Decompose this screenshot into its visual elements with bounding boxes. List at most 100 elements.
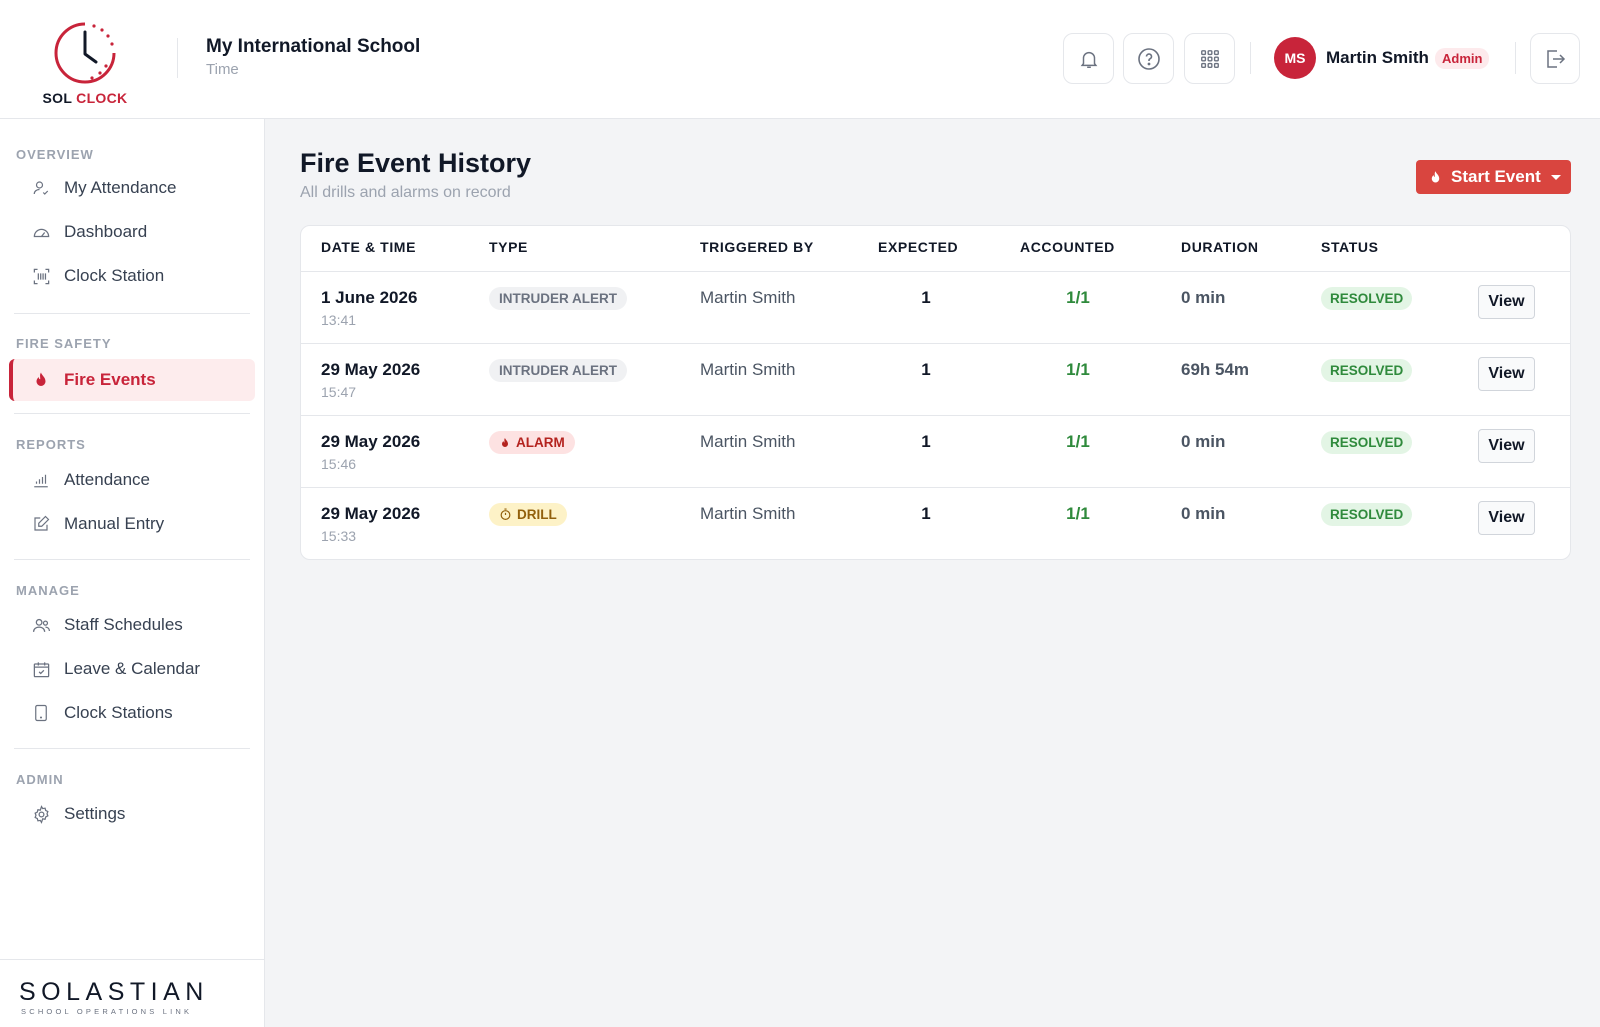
- status-badge: RESOLVED: [1321, 503, 1413, 526]
- school-name: My International School: [206, 36, 421, 57]
- sidebar-item-staff-schedules[interactable]: Staff Schedules: [9, 604, 255, 646]
- edit-icon: [31, 514, 51, 534]
- section-label-admin: ADMIN: [16, 772, 64, 787]
- start-event-button[interactable]: Start Event: [1416, 160, 1571, 194]
- sidebar-divider: [14, 413, 250, 414]
- section-label-overview: OVERVIEW: [16, 147, 94, 162]
- event-time: 15:33: [321, 528, 357, 544]
- sidebar-divider: [14, 313, 250, 314]
- event-time: 13:41: [321, 312, 357, 328]
- sidebar-divider: [14, 559, 250, 560]
- flame-icon: [1431, 170, 1440, 182]
- accounted-count: 1/1: [1066, 288, 1090, 307]
- event-time: 15:47: [321, 384, 357, 400]
- expected-count: 1: [921, 432, 931, 451]
- header-divider: [301, 271, 1570, 272]
- duration: 0 min: [1181, 288, 1226, 307]
- table-row: 1 June 2026 13:41 INTRUDER ALERT Martin …: [301, 272, 1570, 344]
- column-header-accounted[interactable]: ACCOUNTED: [1020, 239, 1115, 255]
- sidebar-item-dashboard[interactable]: Dashboard: [9, 211, 255, 253]
- fire-events-table: DATE & TIME TYPE TRIGGERED BY EXPECTED A…: [300, 225, 1571, 560]
- chevron-down-icon: [1550, 174, 1561, 180]
- section-label-manage: MANAGE: [16, 583, 80, 598]
- sidebar-item-clock-stations[interactable]: Clock Stations: [9, 692, 255, 734]
- view-button[interactable]: View: [1478, 501, 1535, 535]
- notifications-button[interactable]: [1063, 33, 1114, 84]
- event-time: 15:46: [321, 456, 357, 472]
- header-divider: [177, 38, 178, 78]
- sol-clock-logo[interactable]: SOL CLOCK: [40, 20, 130, 108]
- event-date: 29 May 2026: [321, 360, 421, 379]
- column-header-triggered-by[interactable]: TRIGGERED BY: [700, 239, 814, 255]
- sidebar-item-my-attendance[interactable]: My Attendance: [9, 167, 255, 209]
- accounted-count: 1/1: [1066, 360, 1090, 379]
- type-badge: INTRUDER ALERT: [489, 359, 627, 382]
- logout-icon: [1547, 49, 1566, 68]
- user-name: Martin Smith: [1326, 48, 1429, 67]
- triggered-by: Martin Smith: [700, 432, 796, 451]
- duration: 0 min: [1181, 432, 1226, 451]
- row-divider: [301, 343, 1570, 344]
- column-header-date[interactable]: DATE & TIME: [321, 239, 417, 255]
- column-header-status[interactable]: STATUS: [1321, 239, 1379, 255]
- table-row: 29 May 2026 15:47 INTRUDER ALERT Martin …: [301, 344, 1570, 416]
- accounted-count: 1/1: [1066, 504, 1090, 523]
- view-button[interactable]: View: [1478, 285, 1535, 319]
- duration: 69h 54m: [1181, 360, 1250, 379]
- bar-chart-icon: [31, 470, 51, 490]
- sidebar-item-attendance[interactable]: Attendance: [9, 459, 255, 501]
- clock-logo-icon: [54, 22, 116, 84]
- page-subtitle: All drills and alarms on record: [300, 184, 511, 201]
- event-date: 29 May 2026: [321, 504, 421, 523]
- event-date: 29 May 2026: [321, 432, 421, 451]
- section-label-reports: REPORTS: [16, 437, 86, 452]
- view-button[interactable]: View: [1478, 429, 1535, 463]
- gear-icon: [31, 804, 51, 824]
- flame-icon: [502, 437, 508, 447]
- user-avatar[interactable]: MS: [1274, 37, 1316, 79]
- expected-count: 1: [921, 504, 931, 523]
- sidebar-item-clock-station[interactable]: Clock Station: [9, 255, 255, 297]
- apps-button[interactable]: [1184, 33, 1235, 84]
- flame-icon: [31, 370, 51, 390]
- stopwatch-icon: [500, 508, 511, 520]
- user-check-icon: [31, 178, 51, 198]
- row-divider: [301, 487, 1570, 488]
- header-separator: [1515, 42, 1516, 74]
- expected-count: 1: [921, 360, 931, 379]
- triggered-by: Martin Smith: [700, 504, 796, 523]
- event-date: 1 June 2026: [321, 288, 418, 307]
- brand-tagline: SCHOOL OPERATIONS LINK: [21, 1007, 193, 1016]
- header-separator: [1250, 42, 1251, 74]
- app-module-label: Time: [206, 61, 239, 78]
- sidebar-item-manual-entry[interactable]: Manual Entry: [9, 503, 255, 545]
- view-button[interactable]: View: [1478, 357, 1535, 391]
- solastian-brand: SOLASTIAN: [19, 978, 209, 1006]
- column-header-expected[interactable]: EXPECTED: [878, 239, 959, 255]
- help-button[interactable]: [1123, 33, 1174, 84]
- status-badge: RESOLVED: [1321, 431, 1413, 454]
- page-title: Fire Event History: [300, 148, 532, 178]
- triggered-by: Martin Smith: [700, 288, 796, 307]
- sidebar-footer: SOLASTIAN SCHOOL OPERATIONS LINK: [0, 959, 264, 1027]
- sidebar-item-settings[interactable]: Settings: [9, 793, 255, 835]
- section-label-fire-safety: FIRE SAFETY: [16, 336, 112, 351]
- sidebar-item-fire-events[interactable]: Fire Events: [9, 359, 255, 401]
- top-header: SOL CLOCK My International School Time M…: [0, 0, 1600, 119]
- column-header-duration[interactable]: DURATION: [1181, 239, 1259, 255]
- type-badge: INTRUDER ALERT: [489, 287, 627, 310]
- column-header-type[interactable]: TYPE: [489, 239, 528, 255]
- table-row: 29 May 2026 15:33 DRILL Martin Smith 1 1…: [301, 488, 1570, 559]
- logout-button[interactable]: [1530, 33, 1580, 84]
- status-badge: RESOLVED: [1321, 359, 1413, 382]
- calendar-check-icon: [31, 659, 51, 679]
- row-divider: [301, 415, 1570, 416]
- sidebar-item-leave-calendar[interactable]: Leave & Calendar: [9, 648, 255, 690]
- tablet-icon: [31, 703, 51, 723]
- triggered-by: Martin Smith: [700, 360, 796, 379]
- sidebar-divider: [14, 748, 250, 749]
- users-icon: [31, 615, 51, 635]
- gauge-icon: [31, 222, 51, 242]
- barcode-scan-icon: [31, 266, 51, 286]
- accounted-count: 1/1: [1066, 432, 1090, 451]
